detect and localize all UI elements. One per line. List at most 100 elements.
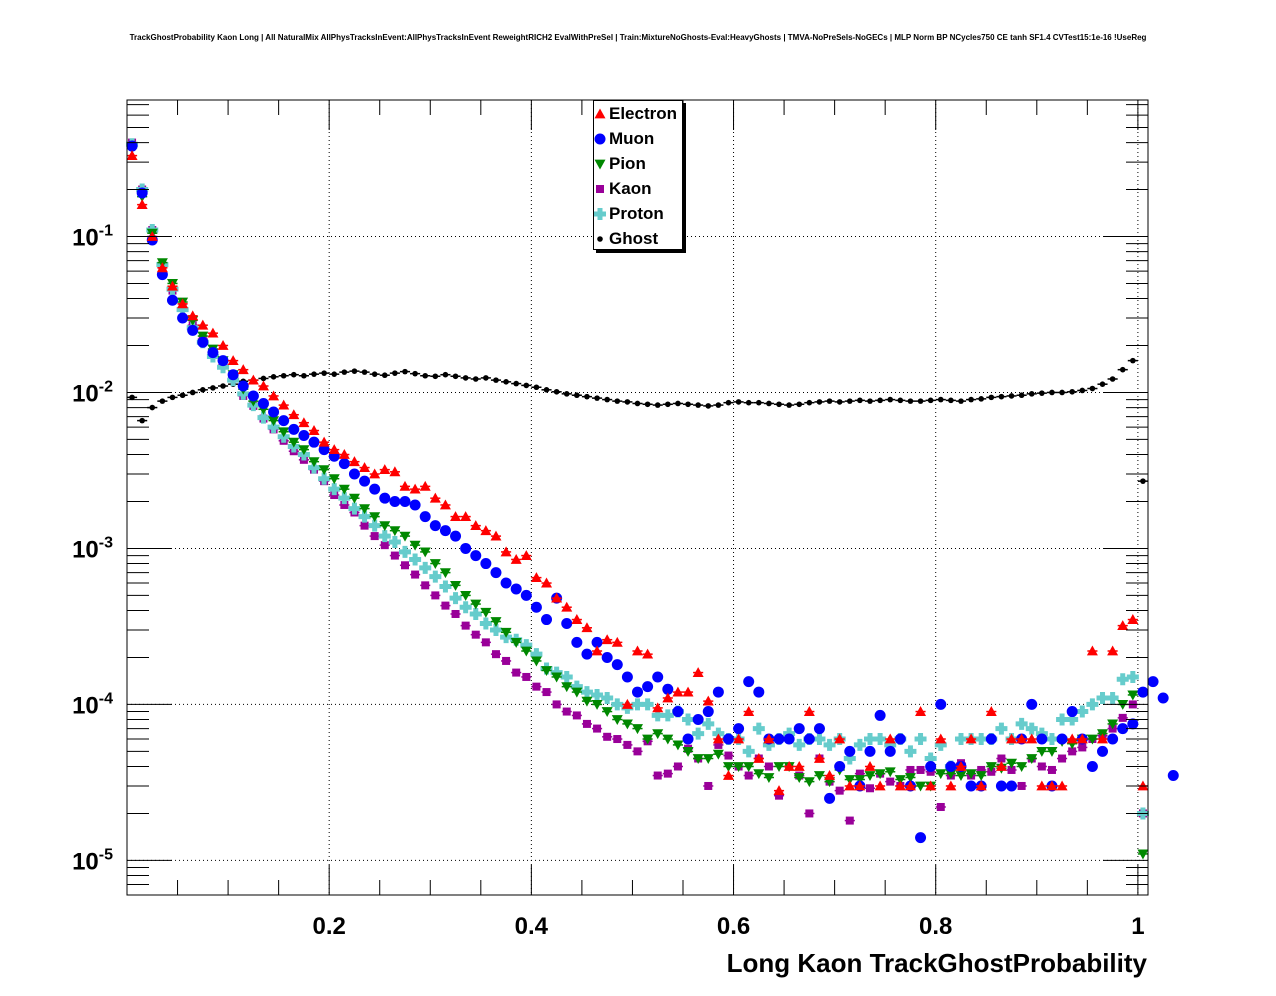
data-point (348, 502, 361, 515)
data-point (311, 371, 317, 377)
data-point (977, 765, 986, 774)
data-point (380, 541, 389, 550)
data-point (247, 390, 259, 402)
data-point (197, 319, 209, 330)
data-point (432, 373, 439, 380)
data-point (1007, 765, 1016, 774)
data-point (581, 622, 593, 633)
legend-marker (594, 108, 606, 118)
data-point (632, 645, 643, 656)
data-point (652, 702, 664, 713)
data-point (348, 493, 360, 504)
data-point (844, 745, 856, 757)
data-point (591, 688, 604, 701)
data-point (530, 648, 543, 661)
data-point (1118, 713, 1127, 722)
triangle-down-marker-icon (594, 159, 606, 169)
data-point (411, 570, 420, 579)
series-ghost (127, 357, 1148, 484)
data-point (472, 376, 479, 382)
data-point (1066, 706, 1078, 718)
data-point (644, 401, 651, 408)
data-point (702, 754, 714, 765)
data-point (594, 395, 600, 401)
data-point (409, 483, 421, 494)
data-point (360, 521, 369, 530)
data-point (480, 607, 492, 618)
data-point (308, 457, 320, 468)
data-point (288, 437, 300, 448)
data-point (359, 504, 371, 515)
data-point (752, 722, 765, 735)
data-point (321, 370, 327, 376)
data-point (743, 706, 755, 716)
data-point (1097, 745, 1109, 757)
data-point (1066, 713, 1079, 726)
data-point (682, 713, 695, 726)
data-point (764, 762, 773, 771)
data-point (682, 686, 694, 697)
data-point (419, 480, 431, 491)
data-point (1157, 692, 1169, 704)
legend-marker (594, 207, 606, 220)
data-point (968, 396, 974, 403)
data-point (813, 733, 826, 746)
data-point (561, 682, 573, 693)
data-point (176, 303, 189, 316)
data-point (813, 753, 825, 763)
data-point (695, 402, 701, 408)
data-point (1127, 690, 1139, 701)
data-point (379, 492, 391, 504)
data-point (744, 771, 753, 780)
data-point (1036, 733, 1048, 745)
data-point (907, 398, 914, 404)
data-point (692, 667, 704, 677)
data-point (613, 735, 622, 744)
data-point (662, 683, 674, 695)
data-point (169, 394, 176, 401)
data-point (824, 792, 836, 804)
data-point (604, 396, 610, 403)
data-point (886, 777, 895, 786)
data-point (1039, 390, 1045, 396)
data-point (874, 709, 886, 721)
data-point (431, 591, 440, 600)
data-point (805, 809, 814, 818)
data-point (603, 732, 612, 741)
data-point (278, 415, 290, 427)
data-point (580, 686, 593, 699)
legend-label: Ghost (609, 228, 659, 248)
data-point (1016, 762, 1028, 772)
data-point (702, 706, 714, 718)
data-point (1127, 718, 1139, 730)
data-point (745, 399, 752, 406)
data-point (177, 298, 189, 309)
data-point (480, 558, 492, 570)
data-point (530, 572, 542, 583)
data-point (1047, 765, 1056, 774)
data-point (1018, 392, 1025, 399)
data-point (1117, 620, 1129, 631)
data-point (268, 416, 280, 427)
data-point (945, 760, 957, 772)
data-point (978, 396, 985, 402)
data-point (623, 740, 632, 749)
data-point (614, 398, 621, 404)
data-point (409, 553, 422, 566)
data-point (965, 769, 977, 780)
data-point (1006, 733, 1018, 744)
data-point (378, 530, 391, 543)
data-point (1059, 389, 1065, 396)
data-point (806, 399, 813, 406)
data-point (632, 724, 643, 735)
data-point (867, 398, 873, 404)
data-points (126, 138, 1179, 860)
data-point (237, 380, 249, 392)
data-point (582, 719, 591, 728)
data-point (611, 698, 624, 711)
data-point (571, 636, 583, 648)
data-point (756, 399, 762, 406)
square-marker-icon (596, 184, 604, 193)
data-point (574, 392, 580, 399)
